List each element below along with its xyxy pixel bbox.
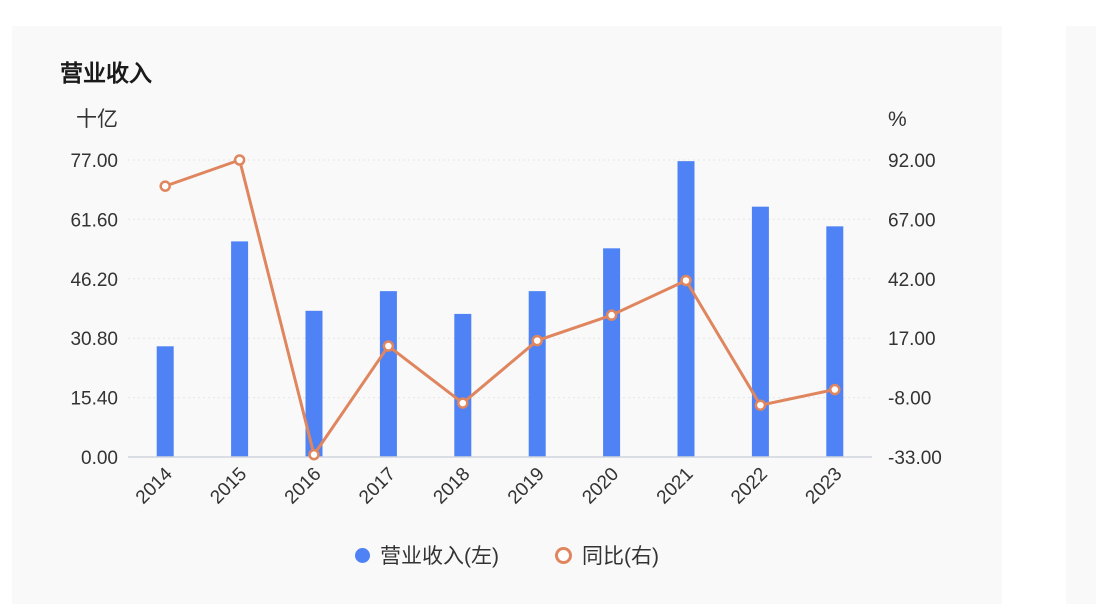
x-tick-label: 2022	[727, 464, 772, 509]
bar-2015[interactable]	[231, 241, 249, 457]
left-axis-unit: 十亿	[76, 108, 118, 131]
right-tick-label: 67.00	[888, 210, 936, 231]
legend-item-yoy[interactable]: 同比(右)	[555, 540, 659, 570]
grid-layer	[128, 159, 872, 399]
x-tick-label: 2015	[206, 464, 251, 509]
legend-label-yoy: 同比(右)	[582, 545, 659, 568]
yoy-point-2022[interactable]	[754, 399, 767, 411]
x-tick-label: 2014	[132, 463, 177, 508]
bar-2019[interactable]	[528, 291, 546, 457]
x-tick-label: 2016	[281, 464, 326, 509]
legend-label-revenue: 营业收入(左)	[380, 545, 499, 568]
line-series	[159, 154, 841, 461]
yoy-point-2021[interactable]	[680, 274, 692, 287]
left-tick-label: 77.00	[70, 151, 118, 172]
right-axis-unit: %	[888, 108, 907, 131]
right-tick-label: 42.00	[888, 270, 936, 291]
bar-2014[interactable]	[156, 346, 174, 457]
yoy-point-2020[interactable]	[605, 309, 618, 321]
bar-2016[interactable]	[305, 310, 323, 457]
x-tick-label: 2018	[430, 464, 475, 509]
yoy-point-2023[interactable]	[829, 383, 841, 396]
bar-2022[interactable]	[751, 206, 769, 457]
yoy-point-2015[interactable]	[233, 154, 246, 166]
yoy-point-2016[interactable]	[308, 448, 320, 461]
x-tick-label: 2023	[802, 464, 847, 509]
legend: 营业收入(左) 同比(右)	[12, 540, 1002, 570]
left-tick-label: 30.80	[70, 329, 118, 350]
x-tick-label: 2020	[578, 464, 623, 509]
chart-title: 营业收入	[60, 60, 152, 86]
right-tick-label: -8.00	[888, 389, 931, 410]
bar-series	[156, 161, 844, 457]
left-tick-label: 15.40	[70, 389, 118, 410]
yoy-line	[164, 158, 836, 457]
legend-line-marker-icon	[555, 546, 572, 564]
yoy-point-2017[interactable]	[382, 340, 395, 352]
left-tick-label: 46.20	[70, 270, 118, 291]
yoy-point-2014[interactable]	[159, 180, 171, 192]
legend-bar-marker-icon	[355, 547, 370, 563]
x-tick-label: 2017	[355, 464, 400, 509]
x-tick-label: 2019	[504, 464, 549, 509]
yoy-point-2019[interactable]	[531, 334, 543, 347]
x-tick-label: 2021	[653, 464, 698, 509]
left-tick-label: 61.60	[70, 210, 118, 231]
chart-card: 营业收入 0.00 15.40 30.80 46.20 61.60 77.00 -33.0…	[12, 26, 1002, 604]
right-tick-label: 17.00	[888, 329, 936, 350]
left-axis-ticks: 0.00 15.40 30.80 46.20 61.60 77.00	[70, 151, 118, 469]
bar-2017[interactable]	[379, 291, 397, 457]
bar-2018[interactable]	[454, 313, 472, 457]
right-tick-label: -33.00	[888, 448, 942, 469]
legend-item-revenue[interactable]: 营业收入(左)	[355, 540, 499, 570]
left-tick-label: 0.00	[81, 448, 118, 469]
right-axis-ticks: -33.00 -8.00 17.00 42.00 67.00 92.00	[888, 151, 942, 469]
bar-2020[interactable]	[603, 248, 621, 457]
x-axis-ticks: 2014 2015 2016 2017 2018 2019 2020 2021 2022 2023	[132, 463, 846, 508]
adjacent-panel-edge	[1066, 26, 1096, 604]
right-tick-label: 92.00	[888, 151, 936, 172]
bar-2023[interactable]	[826, 226, 844, 457]
bar-2021[interactable]	[677, 161, 695, 457]
chart-canvas: 0.00 15.40 30.80 46.20 61.60 77.00 -33.00 -8.0…	[70, 108, 942, 508]
yoy-point-2018[interactable]	[457, 397, 469, 409]
